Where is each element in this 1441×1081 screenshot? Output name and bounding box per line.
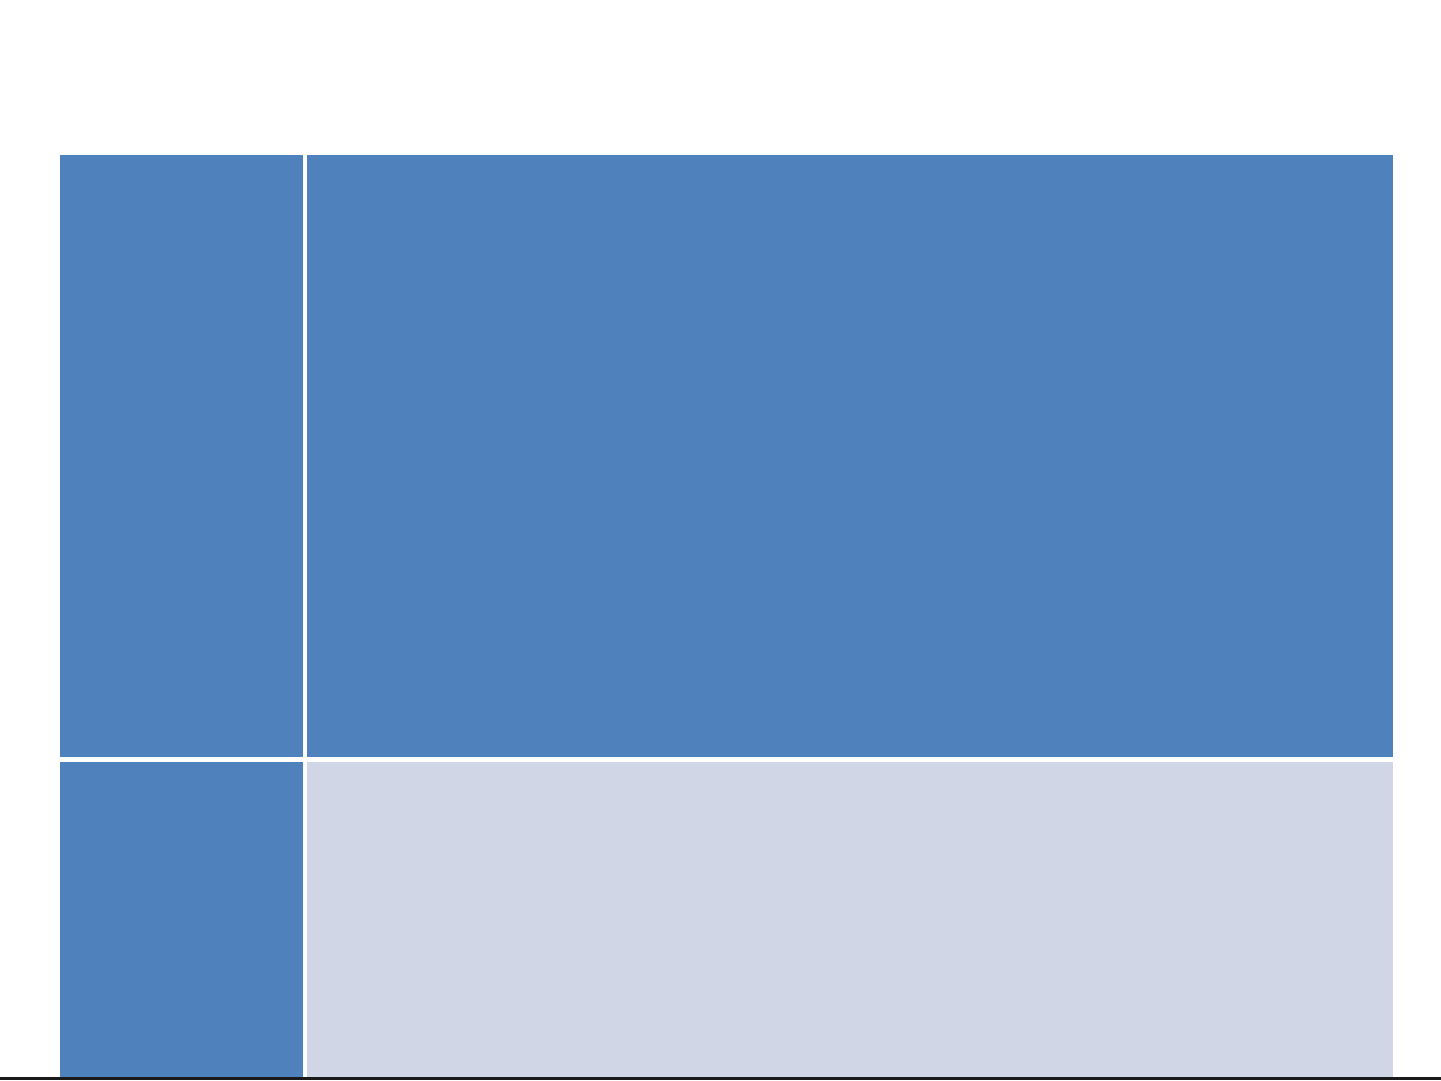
title-placeholder[interactable]	[0, 0, 1441, 155]
header-label-cell[interactable]	[60, 155, 303, 757]
body-content-cell[interactable]	[307, 762, 1393, 1077]
body-label-cell[interactable]	[60, 762, 303, 1077]
slide-bottom-rule	[0, 1077, 1441, 1080]
header-body-cell[interactable]	[307, 155, 1393, 757]
content-placeholder-table[interactable]	[60, 155, 1393, 1077]
